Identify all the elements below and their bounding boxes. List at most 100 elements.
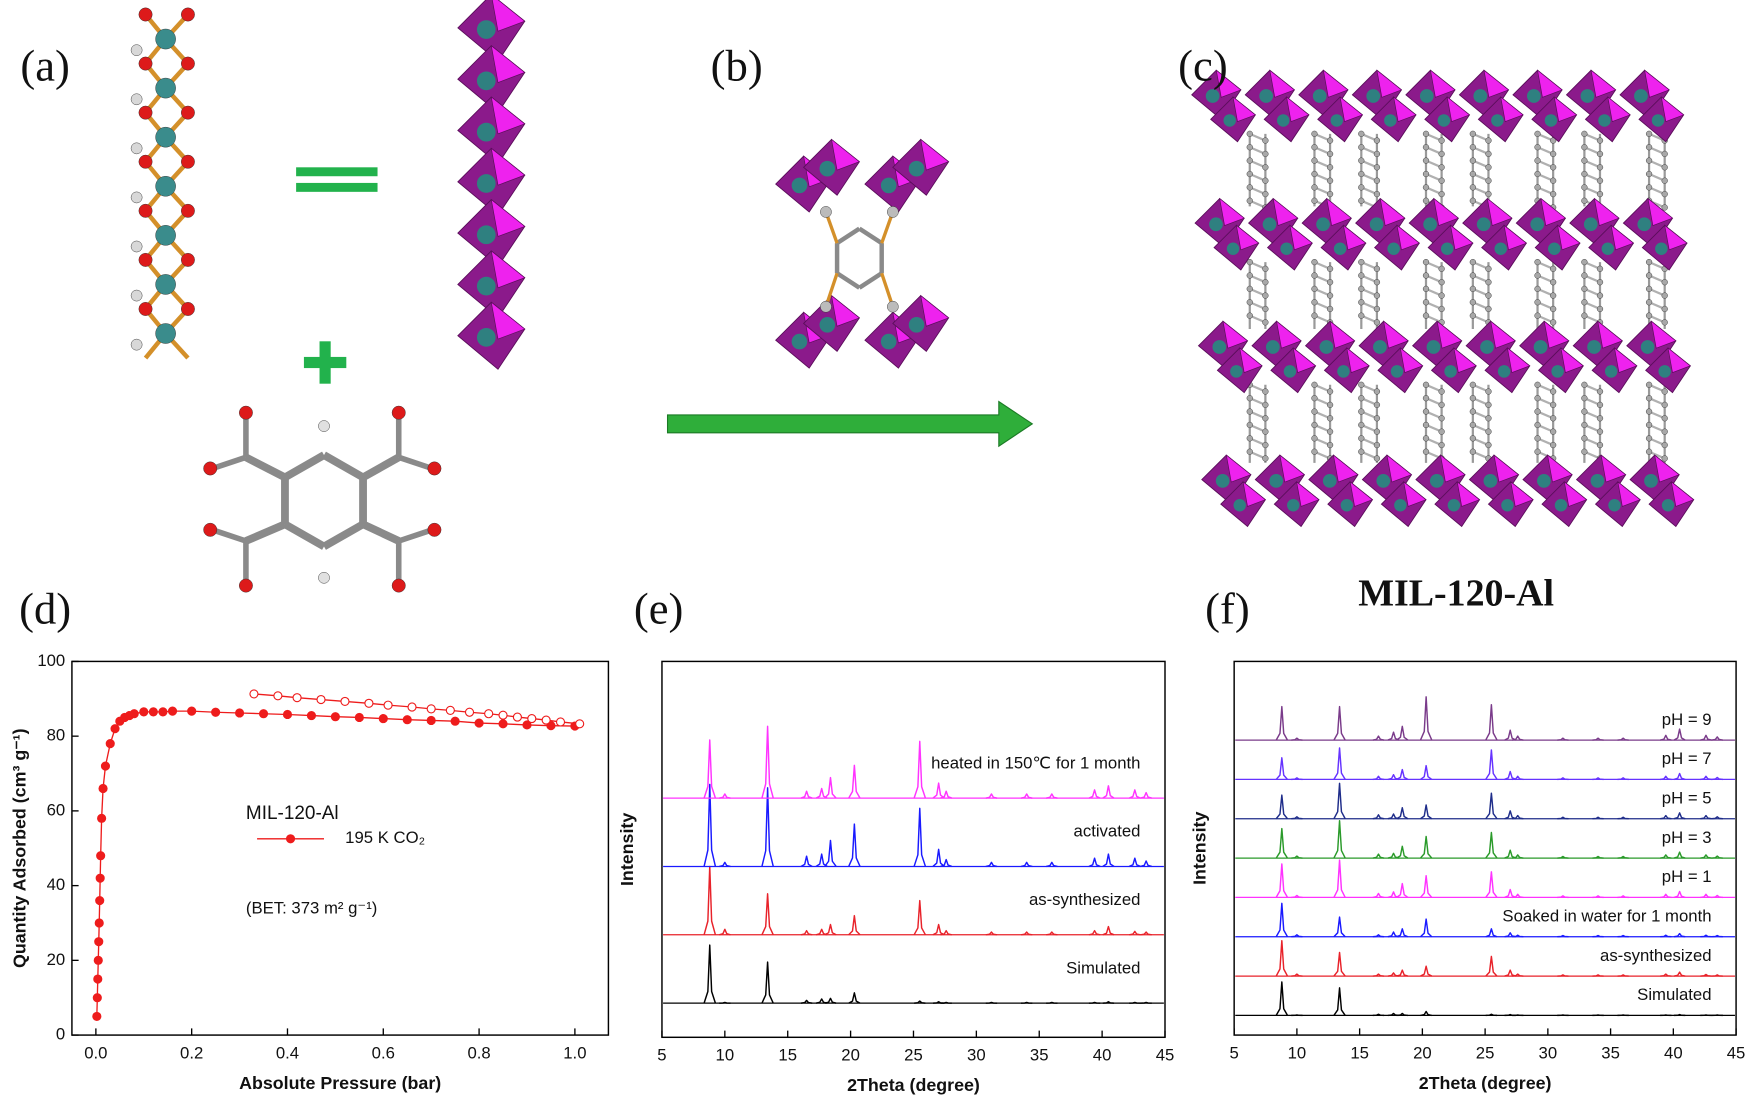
atom: [1550, 441, 1557, 449]
atom: [239, 405, 253, 420]
peak: [1291, 737, 1303, 741]
metal-atom: [1598, 114, 1611, 127]
data-point: [364, 698, 374, 708]
metal-atom: [1437, 114, 1451, 127]
data-point: [464, 707, 475, 717]
polyhedron-face: [1553, 96, 1578, 123]
peak: [1711, 974, 1723, 977]
peak: [940, 929, 952, 936]
arrow: [666, 400, 1034, 448]
peak: [1291, 777, 1303, 781]
atom: [1422, 448, 1430, 455]
metal-atom: [476, 71, 496, 91]
peak: [1102, 1001, 1115, 1004]
trace-label: pH = 1: [1662, 867, 1712, 886]
metal-atom: [476, 276, 496, 296]
metal-atom: [1444, 365, 1457, 378]
peak: [1333, 987, 1346, 1016]
atom: [1469, 421, 1476, 429]
x-tick-label: 45: [1156, 1046, 1175, 1065]
atom: [1581, 157, 1588, 164]
metal-atom: [476, 174, 496, 193]
atom: [1326, 401, 1334, 409]
x-tick-label: 30: [967, 1046, 986, 1065]
polyhedron-face: [1486, 197, 1513, 226]
atom: [1438, 164, 1445, 171]
peak: [1557, 737, 1569, 741]
atom: [1326, 415, 1334, 422]
metal-atom: [476, 225, 496, 245]
metal-atom: [1640, 340, 1655, 354]
atom: [130, 44, 143, 56]
atom: [1246, 170, 1253, 178]
data-point: [383, 700, 393, 710]
metal-atom: [819, 317, 836, 333]
peak: [1419, 918, 1433, 938]
atom: [1469, 285, 1476, 293]
metal-atom: [1330, 114, 1344, 127]
atom: [1373, 319, 1381, 326]
peak: [1275, 794, 1289, 820]
peak: [1396, 969, 1409, 977]
peak: [1617, 895, 1629, 899]
metal-atom: [1316, 217, 1330, 232]
peak: [703, 739, 717, 799]
peak: [1396, 768, 1409, 781]
metal-atom: [1394, 499, 1407, 512]
polyhedron-face: [1617, 481, 1641, 507]
atom: [1596, 428, 1604, 435]
metal-atom: [1548, 242, 1561, 255]
data-point: [340, 696, 350, 706]
polyhedron-face: [490, 147, 526, 186]
peak: [932, 923, 945, 936]
data-point: [273, 691, 283, 701]
atom: [1534, 299, 1541, 306]
peak: [1102, 925, 1115, 936]
peak: [1372, 973, 1385, 977]
atom: [138, 7, 153, 22]
atom: [1246, 157, 1253, 164]
atom: [1550, 292, 1557, 299]
polyhedron-face: [490, 44, 526, 83]
peak: [719, 1001, 731, 1004]
peak: [1420, 965, 1433, 977]
peak: [1333, 705, 1346, 741]
polyhedron-face: [1660, 96, 1685, 123]
atom: [1469, 130, 1476, 137]
atom: [1581, 299, 1588, 306]
atom: [1262, 279, 1269, 286]
atom: [203, 522, 218, 537]
peak: [1333, 859, 1346, 898]
atom: [1311, 395, 1318, 402]
atom: [1469, 448, 1476, 455]
trace-label: pH = 7: [1662, 749, 1712, 768]
data-point: [187, 706, 197, 716]
peak: [1291, 816, 1303, 820]
metal-atom: [1476, 217, 1491, 232]
polyhedron-face: [1403, 481, 1427, 507]
polyhedron-face: [490, 198, 526, 237]
peak: [1511, 735, 1524, 741]
metal-atom: [1233, 499, 1246, 512]
atom: [1358, 421, 1365, 429]
atom: [1581, 170, 1588, 178]
atom: [1422, 421, 1430, 429]
atom: [1326, 441, 1334, 449]
atom: [1438, 441, 1445, 449]
peak: [1660, 893, 1672, 899]
metal-atom: [476, 122, 496, 142]
peak: [1020, 1001, 1033, 1004]
atom: [1550, 305, 1557, 313]
data-point: [292, 693, 302, 703]
polyhedron-face: [1490, 320, 1516, 349]
atom: [1311, 448, 1318, 455]
polyhedron-face: [1547, 454, 1573, 483]
peak: [1275, 863, 1289, 898]
x-tick-label: 0.6: [372, 1043, 395, 1062]
atom: [181, 105, 195, 120]
atom: [130, 289, 143, 302]
data-point: [258, 709, 269, 719]
atom: [1534, 184, 1541, 191]
data-point: [249, 689, 259, 699]
atom: [1534, 130, 1541, 137]
